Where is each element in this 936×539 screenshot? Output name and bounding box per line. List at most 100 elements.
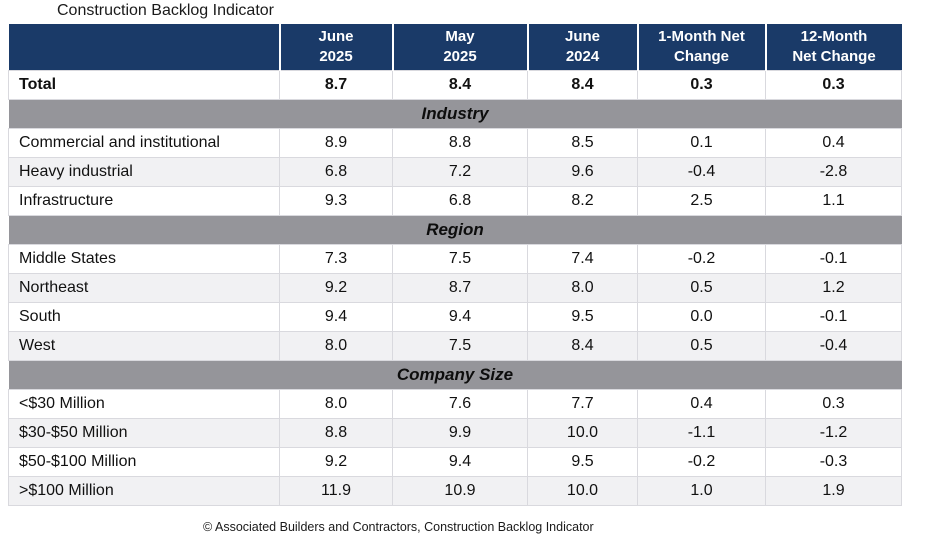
value-cell: 9.4 [392, 446, 528, 477]
table-body: Total 8.7 8.4 8.4 0.3 0.3 Industry Commercial a… [8, 69, 902, 506]
table-row: $50-$100 Million 9.2 9.4 9.5 -0.2 -0.3 [8, 446, 902, 477]
value-cell: 7.5 [392, 243, 528, 274]
table-row: South 9.4 9.4 9.5 0.0 -0.1 [8, 301, 902, 332]
value-cell: -0.1 [765, 243, 902, 274]
value-cell: -0.4 [765, 330, 902, 361]
table-row: $30-$50 Million 8.8 9.9 10.0 -1.1 -1.2 [8, 417, 902, 448]
value-cell: -2.8 [765, 156, 902, 187]
backlog-table: June 2025 May 2025 June 2024 1-Month Net… [8, 24, 902, 506]
header-cell-12-month-net-change: 12-Month Net Change [764, 24, 902, 70]
header-cell-blank [8, 24, 280, 70]
page-title: Construction Backlog Indicator [57, 2, 274, 19]
value-cell: 8.4 [392, 69, 528, 100]
value-cell: 0.3 [765, 69, 902, 100]
value-cell: 7.7 [527, 388, 638, 419]
row-label: <$30 Million [8, 388, 280, 419]
value-cell: 0.5 [637, 272, 766, 303]
value-cell: 0.1 [637, 127, 766, 158]
value-cell: 0.3 [637, 69, 766, 100]
value-cell: 8.5 [527, 127, 638, 158]
value-cell: -0.4 [637, 156, 766, 187]
value-cell: 8.8 [279, 417, 393, 448]
value-cell: 0.0 [637, 301, 766, 332]
value-cell: 9.2 [279, 272, 393, 303]
value-cell: -0.2 [637, 243, 766, 274]
value-cell: 8.0 [279, 330, 393, 361]
row-label: Northeast [8, 272, 280, 303]
table-row: West 8.0 7.5 8.4 0.5 -0.4 [8, 330, 902, 361]
value-cell: 7.6 [392, 388, 528, 419]
source-note: © Associated Builders and Contractors, C… [203, 520, 594, 534]
table-row-total: Total 8.7 8.4 8.4 0.3 0.3 [8, 69, 902, 100]
table-row: <$30 Million 8.0 7.6 7.7 0.4 0.3 [8, 388, 902, 419]
row-label: $30-$50 Million [8, 417, 280, 448]
table-row: Heavy industrial 6.8 7.2 9.6 -0.4 -2.8 [8, 156, 902, 187]
section-band: Company Size [8, 359, 902, 390]
value-cell: 9.5 [527, 301, 638, 332]
value-cell: 8.4 [527, 330, 638, 361]
section-title: Company Size [8, 359, 902, 390]
value-cell: -0.1 [765, 301, 902, 332]
value-cell: 6.8 [392, 185, 528, 216]
table-row: Commercial and institutional 8.9 8.8 8.5 0.1… [8, 127, 902, 158]
header-cell-may-2025: May 2025 [391, 24, 528, 70]
value-cell: 8.0 [279, 388, 393, 419]
value-cell: 8.8 [392, 127, 528, 158]
value-cell: 0.4 [765, 127, 902, 158]
table-header: June 2025 May 2025 June 2024 1-Month Net… [8, 24, 902, 70]
row-label: Total [8, 69, 280, 100]
value-cell: 7.4 [527, 243, 638, 274]
section-title: Industry [8, 98, 902, 129]
value-cell: -0.2 [637, 446, 766, 477]
table-row: Infrastructure 9.3 6.8 8.2 2.5 1.1 [8, 185, 902, 216]
value-cell: 7.2 [392, 156, 528, 187]
value-cell: 9.4 [392, 301, 528, 332]
value-cell: 0.3 [765, 388, 902, 419]
value-cell: 1.2 [765, 272, 902, 303]
value-cell: 8.7 [392, 272, 528, 303]
value-cell: -1.1 [637, 417, 766, 448]
value-cell: 7.3 [279, 243, 393, 274]
value-cell: 9.9 [392, 417, 528, 448]
value-cell: 9.2 [279, 446, 393, 477]
row-label: Infrastructure [8, 185, 280, 216]
value-cell: 9.5 [527, 446, 638, 477]
value-cell: 9.6 [527, 156, 638, 187]
header-cell-1-month-net-change: 1-Month Net Change [636, 24, 766, 70]
section-band: Industry [8, 98, 902, 129]
value-cell: 1.0 [637, 475, 766, 506]
value-cell: 8.7 [279, 69, 393, 100]
section-title: Region [8, 214, 902, 245]
value-cell: 2.5 [637, 185, 766, 216]
value-cell: -0.3 [765, 446, 902, 477]
row-label: South [8, 301, 280, 332]
value-cell: 0.4 [637, 388, 766, 419]
header-cell-june-2025: June 2025 [278, 24, 393, 70]
table-row: >$100 Million 11.9 10.9 10.0 1.0 1.9 [8, 475, 902, 506]
value-cell: 11.9 [279, 475, 393, 506]
value-cell: 9.4 [279, 301, 393, 332]
table-row: Northeast 9.2 8.7 8.0 0.5 1.2 [8, 272, 902, 303]
row-label: Middle States [8, 243, 280, 274]
value-cell: 9.3 [279, 185, 393, 216]
value-cell: 8.2 [527, 185, 638, 216]
value-cell: 6.8 [279, 156, 393, 187]
row-label: Heavy industrial [8, 156, 280, 187]
value-cell: -1.2 [765, 417, 902, 448]
value-cell: 8.9 [279, 127, 393, 158]
row-label: $50-$100 Million [8, 446, 280, 477]
header-row: June 2025 May 2025 June 2024 1-Month Net… [8, 24, 902, 70]
value-cell: 10.0 [527, 417, 638, 448]
row-label: Commercial and institutional [8, 127, 280, 158]
value-cell: 8.0 [527, 272, 638, 303]
value-cell: 8.4 [527, 69, 638, 100]
header-cell-june-2024: June 2024 [526, 24, 638, 70]
value-cell: 10.9 [392, 475, 528, 506]
row-label: >$100 Million [8, 475, 280, 506]
value-cell: 1.9 [765, 475, 902, 506]
row-label: West [8, 330, 280, 361]
table-row: Middle States 7.3 7.5 7.4 -0.2 -0.1 [8, 243, 902, 274]
value-cell: 7.5 [392, 330, 528, 361]
value-cell: 0.5 [637, 330, 766, 361]
